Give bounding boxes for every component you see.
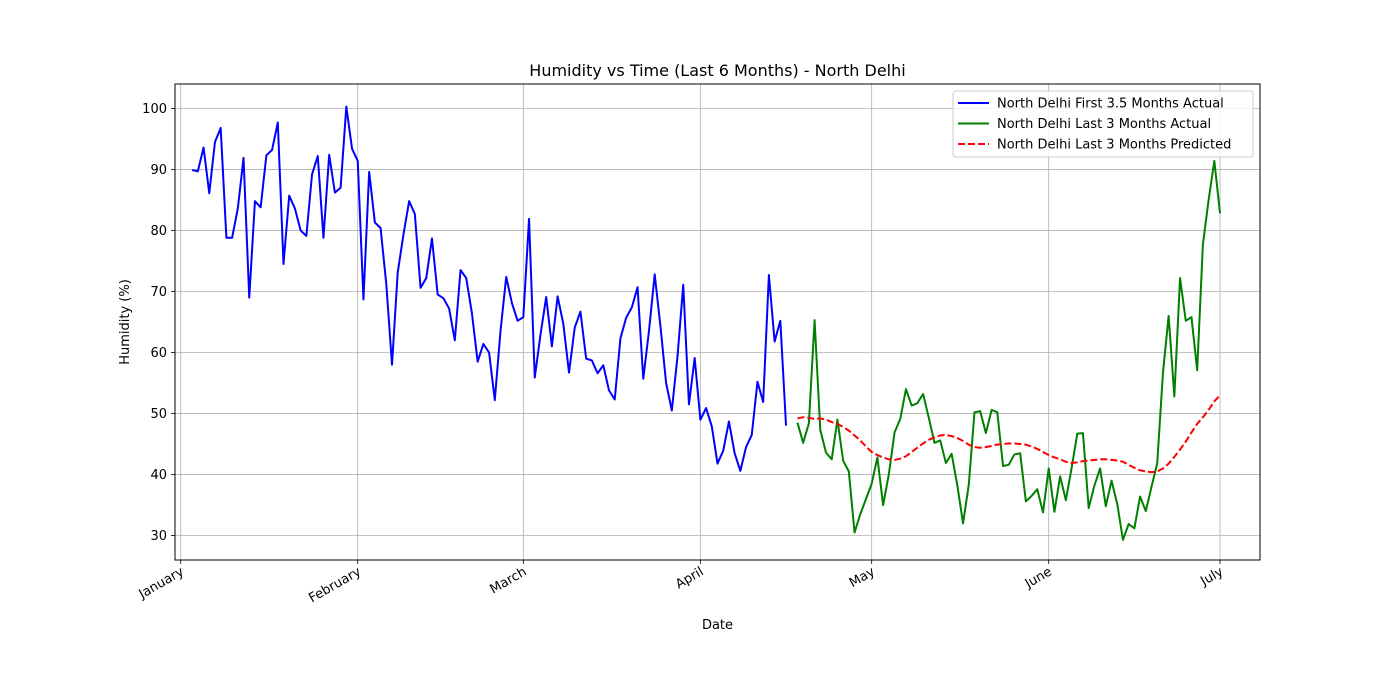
y-tick-label: 70 xyxy=(150,285,167,300)
y-tick-label: 80 xyxy=(150,224,167,239)
y-tick-label: 30 xyxy=(150,529,167,544)
legend-box xyxy=(952,90,1254,158)
series-line-3 xyxy=(797,394,1221,474)
grid xyxy=(175,84,1260,560)
series-line-2 xyxy=(796,159,1222,541)
y-tick-label: 40 xyxy=(150,468,167,483)
series-lines xyxy=(191,105,1222,541)
legend-label-2: North Delhi Last 3 Months Actual xyxy=(997,117,1211,132)
y-tick-label: 100 xyxy=(142,102,167,117)
y-tick-label: 90 xyxy=(150,163,167,178)
legend: North Delhi First 3.5 Months Actual North… xyxy=(952,90,1254,158)
y-axis-label: Humidity (%) xyxy=(118,279,133,365)
y-tick-label: 60 xyxy=(150,346,167,361)
axes-frame xyxy=(174,83,1261,561)
series-line-1 xyxy=(191,105,788,472)
y-tick-label: 50 xyxy=(150,407,167,422)
legend-label-3: North Delhi Last 3 Months Predicted xyxy=(997,138,1231,153)
chart-title: Humidity vs Time (Last 6 Months) - North… xyxy=(529,61,905,80)
legend-label-1: North Delhi First 3.5 Months Actual xyxy=(997,97,1224,112)
x-axis-label: Date xyxy=(702,618,733,633)
